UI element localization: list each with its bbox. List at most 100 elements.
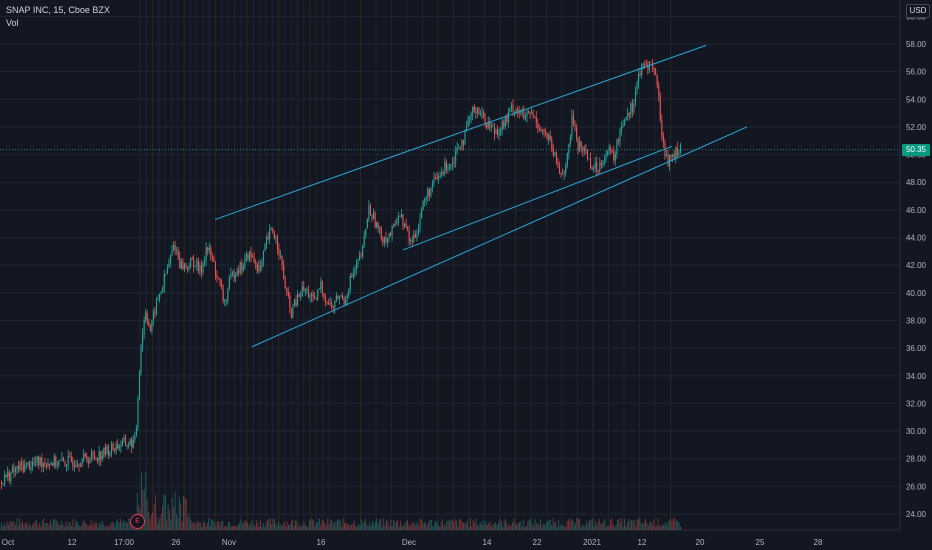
volume-bar: [663, 525, 665, 530]
candle-body: [160, 291, 162, 294]
candle-body: [76, 464, 79, 467]
volume-bar: [349, 525, 351, 530]
candle-body: [342, 295, 344, 300]
volume-bar: [226, 526, 228, 530]
volume-bar: [327, 518, 329, 530]
volume-bar: [416, 521, 418, 530]
candle-body: [493, 126, 495, 135]
earnings-marker-icon[interactable]: E: [130, 514, 145, 529]
volume-bar: [486, 524, 488, 530]
candle-body: [244, 258, 246, 267]
volume-bar: [260, 520, 261, 530]
candle-body: [290, 308, 292, 318]
volume-bar: [674, 518, 676, 530]
volume-bar: [75, 520, 77, 530]
volume-bar: [356, 526, 358, 530]
candle-body: [541, 129, 544, 132]
volume-bar: [232, 526, 233, 530]
candle-body: [236, 270, 238, 276]
currency-badge[interactable]: USD: [906, 4, 930, 18]
candle-body: [422, 201, 424, 211]
volume-bar: [248, 526, 250, 530]
volume-bar: [419, 518, 421, 530]
candle-body: [140, 346, 142, 373]
volume-bar: [645, 518, 646, 530]
volume-bar: [283, 522, 285, 530]
volume-bar: [603, 521, 604, 530]
volume-bar: [664, 522, 666, 530]
candle-body: [472, 106, 474, 115]
volume-bar: [563, 525, 565, 530]
volume-bar: [156, 516, 158, 530]
candle-body: [168, 263, 170, 268]
candle-body: [345, 300, 347, 305]
candle-body: [5, 474, 7, 477]
volume-bar: [496, 524, 498, 530]
volume-bar: [29, 523, 30, 530]
candle-body: [529, 111, 531, 114]
candle-body: [517, 108, 519, 112]
candle-body: [524, 116, 526, 119]
candle-body: [298, 294, 300, 297]
candle-body: [145, 312, 147, 321]
volume-bar: [183, 496, 184, 530]
volume-bar: [201, 526, 203, 530]
volume-bar: [400, 520, 401, 530]
volume-bar: [381, 526, 383, 530]
candle-body: [52, 463, 54, 467]
candle-body: [414, 234, 416, 239]
volume-bar: [218, 521, 219, 530]
candle-body: [667, 154, 669, 166]
volume-bar: [38, 522, 40, 530]
candle-body: [177, 249, 179, 258]
volume-bar: [652, 524, 653, 530]
volume-bar: [359, 526, 361, 530]
volume-bar: [332, 523, 334, 530]
volume-bar: [114, 525, 116, 530]
candle-body: [114, 448, 116, 451]
candle-body: [455, 151, 457, 163]
candle-body: [157, 298, 159, 300]
volume-bar: [89, 524, 91, 530]
candle-body: [548, 134, 550, 140]
candle-body: [501, 121, 503, 131]
volume-bar: [568, 519, 569, 530]
candle-body: [569, 136, 571, 144]
candle-body: [95, 457, 97, 459]
chart-legend: SNAP INC, 15, Cboe BZX Vol: [6, 4, 110, 30]
volume-bar: [178, 497, 180, 530]
volume-bar: [577, 518, 579, 530]
volume-bar: [324, 523, 326, 530]
volume-bar: [608, 526, 610, 530]
volume-bar: [318, 518, 320, 530]
volume-bar: [668, 520, 670, 530]
candle-body: [393, 223, 395, 227]
candle-body: [340, 295, 342, 297]
candle-body: [129, 439, 131, 446]
candle-body: [510, 105, 513, 109]
volume-bar: [341, 526, 343, 530]
candle-body: [610, 147, 612, 150]
volume-bar: [164, 495, 166, 530]
volume-bar: [100, 523, 102, 530]
volume-label[interactable]: Vol: [6, 18, 19, 28]
candle-body: [408, 231, 410, 242]
candle-body: [453, 162, 455, 164]
volume-bar: [281, 526, 282, 530]
candle-body: [19, 462, 21, 470]
candle-body: [565, 165, 567, 174]
candle-body: [107, 446, 110, 456]
candle-body: [645, 64, 647, 66]
candle-body: [262, 250, 265, 262]
volume-bar: [502, 526, 504, 530]
candle-body: [266, 236, 268, 245]
symbol-title[interactable]: SNAP INC, 15, Cboe BZX: [6, 5, 110, 15]
volume-bar: [229, 522, 231, 530]
volume-bar: [394, 522, 396, 530]
candle-body: [30, 466, 32, 470]
volume-bar: [367, 526, 369, 530]
candle-body: [300, 296, 302, 297]
volume-bar: [443, 524, 445, 530]
volume-bar: [589, 520, 590, 530]
